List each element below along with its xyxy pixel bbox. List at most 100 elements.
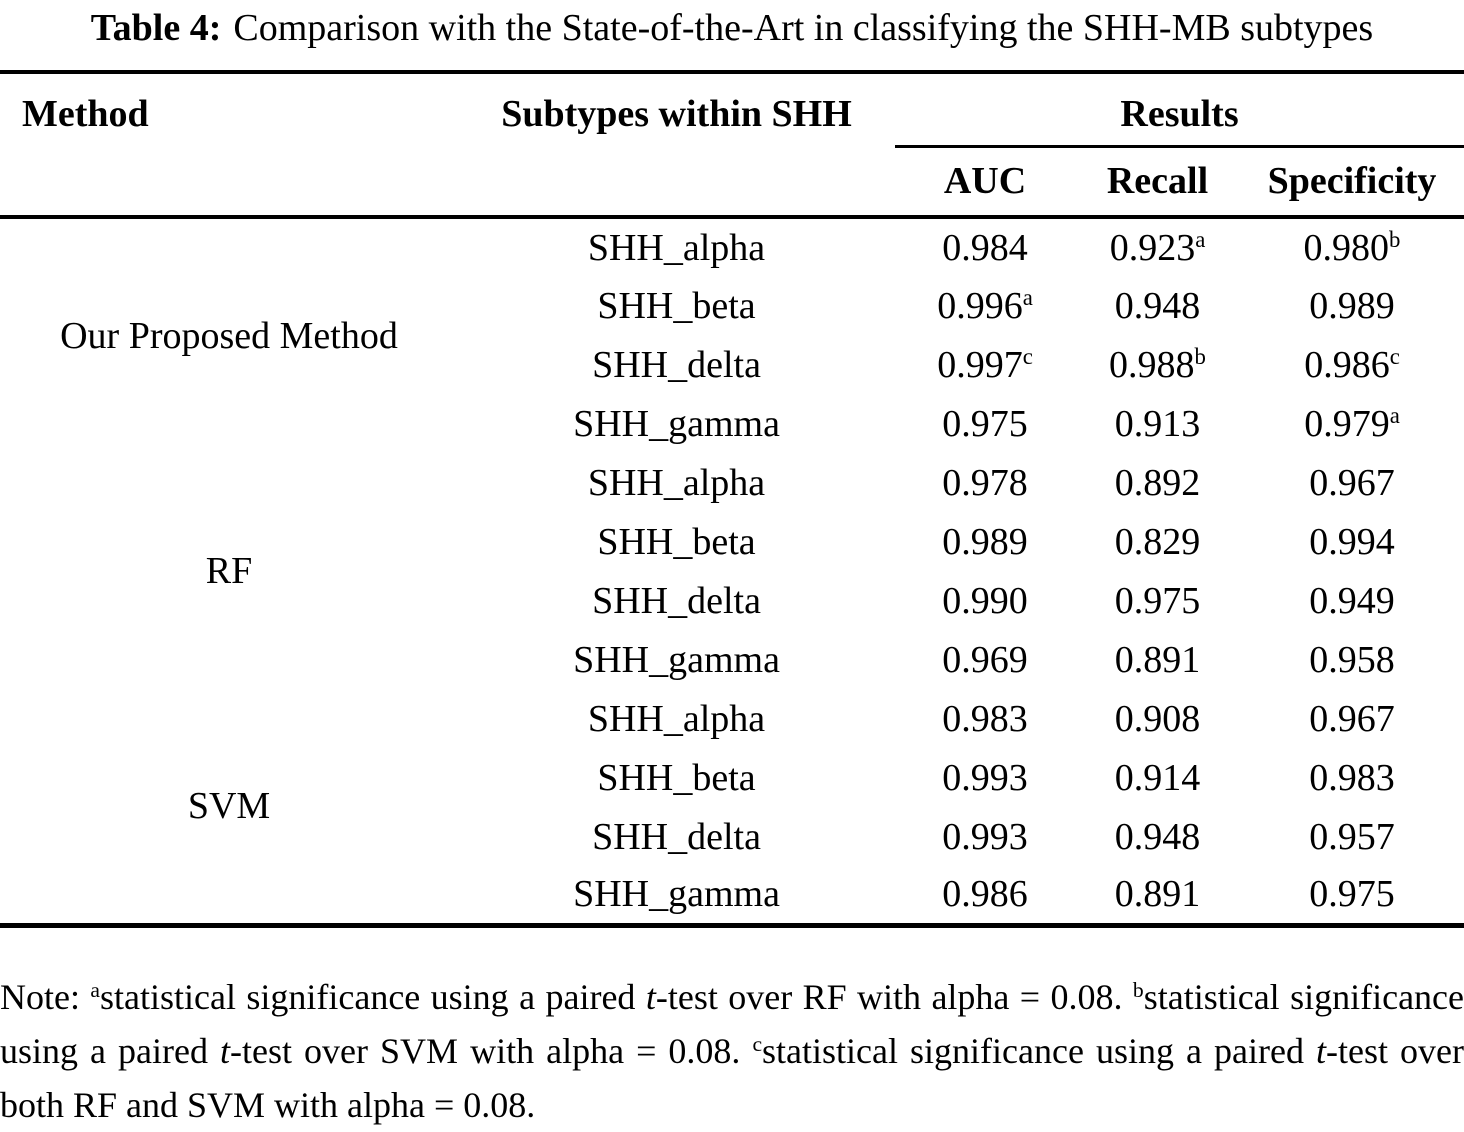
specificity-value: 0.967 — [1309, 697, 1395, 740]
recall-cell: 0.891 — [1075, 866, 1240, 925]
recall-value: 0.975 — [1114, 579, 1201, 622]
recall-cell: 0.914 — [1075, 748, 1240, 807]
note-superscript-b: b — [1132, 977, 1144, 1002]
table-body: Our Proposed Method SHH_alpha 0.984 0.92… — [0, 217, 1464, 925]
recall-value: 0.948 — [1114, 284, 1201, 327]
specificity-value: 0.989 — [1309, 284, 1395, 327]
method-group-cell: Our Proposed Method — [60, 315, 398, 357]
table-row: SHH_delta 0.997c 0.988b 0.986c — [0, 335, 1464, 394]
auc-cell: 0.997c — [895, 335, 1075, 394]
recall-value: 0.913 — [1114, 402, 1201, 445]
recall-value: 0.988 — [1109, 343, 1195, 386]
specificity-cell: 0.980b — [1240, 217, 1464, 276]
subtype-cell: SHH_alpha — [587, 461, 766, 504]
header-row-sub: AUC Recall Specificity — [0, 146, 1464, 217]
specificity-cell: 0.975 — [1240, 866, 1464, 925]
recall-cell: 0.913 — [1075, 394, 1240, 453]
col-header-auc: AUC — [943, 160, 1027, 202]
recall-value: 0.948 — [1114, 815, 1201, 858]
auc-value: 0.989 — [942, 520, 1028, 563]
auc-value: 0.993 — [942, 756, 1028, 799]
subtype-cell: SHH_delta — [592, 579, 761, 622]
results-table: Method Subtypes within SHH Results AUC R… — [0, 70, 1464, 928]
subtype-cell: SHH_gamma — [573, 402, 780, 445]
note-superscript-c: c — [752, 1031, 763, 1056]
recall-value: 0.923 — [1109, 226, 1196, 269]
subtype-cell: SHH_beta — [597, 756, 756, 799]
auc-value: 0.978 — [942, 461, 1028, 504]
specificity-value: 0.986 — [1304, 343, 1390, 386]
auc-value: 0.993 — [942, 815, 1028, 858]
table-row: RF SHH_alpha 0.978 0.892 0.967 — [0, 453, 1464, 593]
table-row: SHH_gamma 0.986 0.891 0.975 — [0, 866, 1464, 925]
note-text: -test over both RF and SVM with alpha = … — [0, 1030, 1464, 1125]
method-group-cell: SVM — [187, 784, 271, 827]
method-group-cell: RF — [205, 550, 253, 592]
subtype-cell: SHH_delta — [592, 815, 761, 858]
specificity-cell: 0.983 — [1240, 748, 1464, 807]
specificity-value: 0.983 — [1309, 756, 1395, 799]
significance-superscript: b — [1194, 343, 1206, 369]
auc-value: 0.983 — [942, 697, 1028, 740]
specificity-value: 0.975 — [1309, 873, 1395, 916]
auc-value: 0.975 — [942, 402, 1028, 445]
table-row: SVM SHH_alpha 0.983 0.908 0.967 — [0, 689, 1464, 827]
significance-superscript: a — [1389, 402, 1400, 428]
note-italic-t: t — [645, 976, 656, 1017]
specificity-cell: 0.967 — [1240, 689, 1464, 748]
subtype-cell: SHH_gamma — [573, 638, 780, 681]
note-text: Note: — [0, 976, 91, 1017]
note-text: statistical significance using a paired — [0, 976, 1464, 1071]
specificity-cell: 0.994 — [1240, 512, 1464, 571]
recall-cell: 0.829 — [1075, 512, 1240, 571]
auc-cell: 0.989 — [895, 512, 1075, 571]
subtype-cell: SHH_alpha — [587, 226, 766, 269]
specificity-value: 0.958 — [1309, 638, 1395, 681]
auc-cell: 0.990 — [895, 571, 1075, 630]
header-row-main: Method Subtypes within SHH Results — [0, 72, 1464, 148]
table-caption: Table 4: Comparison with the State-of-the… — [0, 6, 1464, 50]
table-row: SHH_gamma 0.969 0.891 0.958 — [0, 630, 1464, 689]
auc-cell: 0.986 — [895, 866, 1075, 925]
recall-cell: 0.988b — [1075, 335, 1240, 394]
recall-cell: 0.948 — [1075, 276, 1240, 335]
table-row: Our Proposed Method SHH_alpha 0.984 0.92… — [0, 217, 1464, 358]
recall-value: 0.908 — [1114, 697, 1201, 740]
recall-value: 0.891 — [1114, 638, 1201, 681]
auc-value: 0.986 — [942, 873, 1028, 916]
specificity-value: 0.979 — [1304, 402, 1390, 445]
recall-value: 0.914 — [1114, 756, 1201, 799]
auc-value: 0.990 — [942, 579, 1028, 622]
table-row: SHH_delta 0.990 0.975 0.949 — [0, 571, 1464, 630]
recall-cell: 0.891 — [1075, 630, 1240, 689]
significance-superscript: a — [1195, 226, 1206, 252]
col-header-method: Method — [22, 93, 149, 135]
note-italic-t: t — [220, 1030, 231, 1071]
note-text: -test over RF with alpha = 0.08. — [655, 976, 1133, 1017]
auc-cell: 0.978 — [895, 453, 1075, 512]
auc-cell: 0.969 — [895, 630, 1075, 689]
auc-cell: 0.975 — [895, 394, 1075, 453]
note-text: statistical significance using a paired — [762, 1030, 1316, 1071]
specificity-cell: 0.986c — [1240, 335, 1464, 394]
col-header-subtypes: Subtypes within SHH — [501, 93, 852, 135]
recall-value: 0.892 — [1114, 461, 1201, 504]
subtype-cell: SHH_gamma — [573, 873, 780, 916]
table-row: SHH_beta 0.993 0.914 0.983 — [0, 748, 1464, 807]
significance-superscript: c — [1022, 343, 1033, 369]
significance-superscript: a — [1022, 284, 1033, 310]
auc-cell: 0.983 — [895, 689, 1075, 748]
specificity-cell: 0.989 — [1240, 276, 1464, 335]
table-footnote: Note: astatistical significance using a … — [0, 970, 1464, 1132]
table-row: SHH_gamma 0.975 0.913 0.979a — [0, 394, 1464, 453]
auc-value: 0.997 — [937, 343, 1023, 386]
specificity-cell: 0.958 — [1240, 630, 1464, 689]
auc-cell: 0.993 — [895, 807, 1075, 866]
caption-text: Comparison with the State-of-the-Art in … — [233, 7, 1374, 49]
auc-cell: 0.993 — [895, 748, 1075, 807]
recall-value: 0.829 — [1114, 520, 1201, 563]
significance-superscript: c — [1389, 343, 1400, 369]
significance-superscript: b — [1389, 226, 1401, 252]
col-header-recall: Recall — [1106, 160, 1209, 202]
specificity-value: 0.980 — [1303, 226, 1390, 269]
